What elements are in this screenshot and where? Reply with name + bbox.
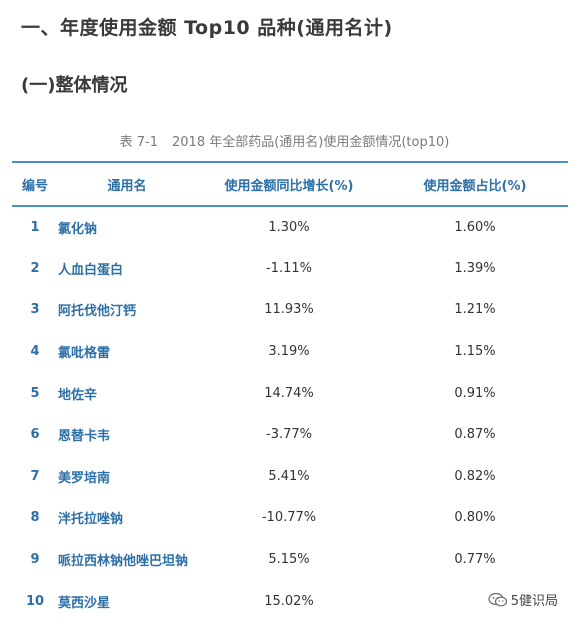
row-growth: -1.11% (266, 260, 312, 276)
row-name: 氯化钠 (58, 221, 98, 237)
table-row: 1 氯化钠 1.30% 1.60% (12, 206, 568, 248)
row-name: 地佐辛 (58, 387, 98, 403)
header-no: 编号 (21, 178, 48, 194)
header-share: 使用金额占比(%) (423, 178, 527, 194)
row-no: 9 (30, 552, 40, 568)
section-heading: 一、年度使用金额 Top10 品种(通用名计) (21, 17, 393, 39)
row-no: 5 (30, 385, 40, 401)
row-share: 0.87% (454, 427, 496, 443)
table-row: 9 哌拉西林钠他唑巴坦钠 5.15% 0.77% (12, 539, 568, 581)
row-no: 1 (30, 219, 40, 235)
table-row: 7 美罗培南 5.41% 0.82% (12, 456, 568, 498)
row-share: 1.60% (454, 219, 496, 235)
row-no: 7 (30, 468, 40, 484)
table-caption-text: 2018 年全部药品(通用名)使用金额情况(top10) (172, 135, 450, 150)
row-growth: 1.30% (268, 219, 310, 235)
row-name: 泮托拉唑钠 (58, 512, 124, 528)
row-no: 6 (30, 427, 40, 443)
row-growth: 11.93% (264, 302, 314, 318)
header-growth: 使用金额同比增长(%) (224, 178, 354, 194)
row-share: 0.82% (454, 468, 496, 484)
row-share: 1.15% (454, 344, 496, 360)
row-growth: -10.77% (261, 510, 317, 526)
row-name: 氯吡格雷 (58, 346, 111, 362)
row-growth: 15.02% (264, 593, 314, 609)
row-share: 1.39% (454, 260, 496, 276)
table-caption: 表 7-1 2018 年全部药品(通用名)使用金额情况(top10) (0, 131, 569, 150)
row-share: 1.21% (454, 302, 496, 318)
row-growth: 3.19% (268, 344, 310, 360)
row-growth: 5.15% (268, 552, 310, 568)
row-name: 哌拉西林钠他唑巴坦钠 (58, 554, 189, 570)
row-growth: -3.77% (266, 427, 312, 443)
subsection-heading: (一)整体情况 (21, 75, 128, 96)
row-name: 阿托伐他汀钙 (58, 304, 137, 320)
source-watermark: 5健识局 (485, 589, 560, 610)
table-row: 8 泮托拉唑钠 -10.77% 0.80% (12, 497, 568, 539)
row-no: 4 (30, 344, 40, 360)
drug-usage-table: 编号 通用名 使用金额同比增长(%) 使用金额占比(%) 1 氯化钠 1.30%… (12, 161, 568, 622)
row-no: 8 (30, 510, 40, 526)
table-row: 10 莫西沙星 15.02% (12, 580, 568, 622)
row-no: 10 (25, 593, 45, 609)
row-name: 恩替卡韦 (58, 429, 111, 445)
table-row: 6 恩替卡韦 -3.77% 0.87% (12, 414, 568, 456)
table-header-row: 编号 通用名 使用金额同比增长(%) 使用金额占比(%) (12, 162, 568, 206)
row-share: 0.80% (454, 510, 496, 526)
table-row: 3 阿托伐他汀钙 11.93% 1.21% (12, 289, 568, 331)
table-caption-label: 表 7-1 (119, 135, 158, 150)
table-row: 2 人血白蛋白 -1.11% 1.39% (12, 248, 568, 290)
row-name: 美罗培南 (58, 470, 111, 486)
row-name: 莫西沙星 (58, 595, 111, 611)
row-growth: 14.74% (264, 385, 314, 401)
row-growth: 5.41% (268, 468, 310, 484)
watermark-text: 5健识局 (510, 594, 558, 609)
header-name: 通用名 (107, 178, 147, 194)
table-row: 5 地佐辛 14.74% 0.91% (12, 372, 568, 414)
row-no: 3 (30, 302, 40, 318)
table-row: 4 氯吡格雷 3.19% 1.15% (12, 331, 568, 373)
wechat-icon (488, 592, 507, 606)
row-share: 0.91% (454, 385, 496, 401)
row-name: 人血白蛋白 (58, 262, 124, 278)
row-no: 2 (30, 260, 40, 276)
row-share: 0.77% (454, 552, 496, 568)
